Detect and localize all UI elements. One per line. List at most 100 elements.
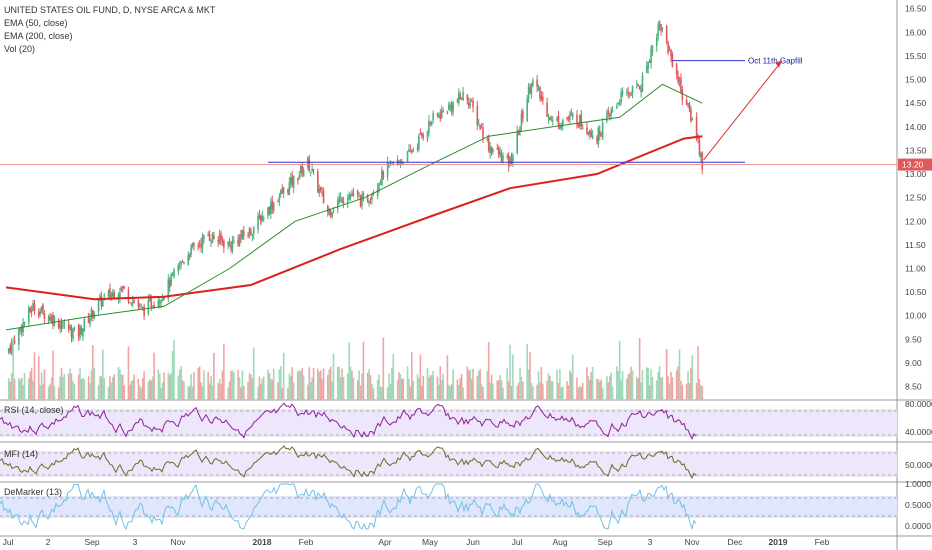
volume-bar bbox=[616, 366, 618, 400]
demarker-pane-label[interactable]: DeMarker (13) bbox=[4, 487, 63, 497]
candle-body bbox=[57, 319, 60, 328]
candle-body bbox=[418, 135, 420, 150]
candle-body bbox=[502, 155, 504, 161]
volume-bar bbox=[160, 387, 163, 400]
volume-bar bbox=[129, 384, 131, 400]
volume-bar bbox=[388, 373, 390, 400]
volume-bar bbox=[18, 378, 20, 400]
time-tick-label: 2 bbox=[46, 537, 51, 547]
price-tick-label: 16.00 bbox=[905, 27, 927, 37]
volume-bar bbox=[382, 337, 385, 400]
candle-body bbox=[10, 341, 13, 355]
candle-body bbox=[546, 102, 548, 117]
candle-body bbox=[408, 149, 410, 152]
volume-bar bbox=[549, 375, 551, 400]
volume-bar bbox=[416, 374, 419, 400]
price-tick-label: 15.00 bbox=[905, 75, 927, 85]
volume-bar bbox=[50, 377, 53, 400]
time-tick-label: Sep bbox=[597, 537, 612, 547]
candle-body bbox=[63, 322, 66, 324]
candle-body bbox=[411, 150, 413, 153]
candle-body bbox=[436, 113, 439, 116]
candle-body bbox=[117, 294, 120, 300]
candle-body bbox=[197, 245, 200, 247]
volume-bar bbox=[111, 377, 114, 400]
candle-body bbox=[416, 146, 419, 150]
volume-bar bbox=[429, 375, 432, 400]
volume-bar bbox=[448, 384, 450, 400]
legend-ema200[interactable]: EMA (200, close) bbox=[4, 31, 73, 41]
mfi-pane-label[interactable]: MFI (14) bbox=[4, 449, 39, 459]
volume-bar bbox=[29, 371, 32, 400]
candle-body bbox=[432, 113, 434, 121]
candle-body bbox=[490, 146, 493, 153]
volume-bar bbox=[529, 352, 531, 400]
volume-bar bbox=[102, 349, 104, 400]
volume-bar bbox=[597, 378, 600, 400]
candle-body bbox=[348, 194, 350, 200]
candle-body bbox=[228, 242, 231, 244]
volume-bar bbox=[452, 369, 454, 400]
time-tick-label: Nov bbox=[684, 537, 700, 547]
volume-bar bbox=[163, 372, 165, 400]
candle-body bbox=[270, 202, 272, 214]
candle-body bbox=[92, 310, 94, 318]
candle-body bbox=[596, 137, 598, 142]
volume-bar bbox=[80, 379, 83, 400]
candle-body bbox=[60, 321, 63, 330]
candle-body bbox=[329, 210, 332, 216]
candle-body bbox=[33, 303, 36, 311]
candle-body bbox=[20, 325, 23, 332]
volume-bar bbox=[33, 352, 36, 400]
volume-bar bbox=[571, 354, 574, 400]
volume-bar bbox=[581, 383, 584, 400]
demarker-band bbox=[0, 496, 897, 518]
volume-bar bbox=[432, 371, 434, 400]
candle-body bbox=[412, 149, 415, 152]
volume-bar bbox=[369, 374, 372, 400]
volume-bar bbox=[213, 352, 215, 400]
volume-bar bbox=[57, 387, 60, 400]
volume-bar bbox=[258, 376, 261, 400]
volume-bar bbox=[459, 378, 462, 400]
volume-bar bbox=[496, 380, 499, 400]
candle-body bbox=[459, 94, 462, 99]
volume-bar bbox=[267, 369, 269, 400]
legend-ema50[interactable]: EMA (50, close) bbox=[4, 18, 68, 28]
volume-bar bbox=[240, 387, 242, 400]
volume-bar bbox=[292, 382, 295, 400]
candle-body bbox=[537, 88, 540, 90]
candle-body bbox=[336, 200, 339, 209]
candle-body bbox=[675, 64, 678, 75]
volume-bar bbox=[198, 366, 201, 400]
candle-body bbox=[8, 348, 10, 354]
candle-body bbox=[133, 301, 135, 303]
volume-bar bbox=[419, 354, 422, 400]
volume-bar bbox=[667, 376, 669, 400]
rsi-pane-label[interactable]: RSI (14, close) bbox=[4, 405, 64, 415]
candle-body bbox=[422, 134, 425, 138]
candle-body bbox=[449, 105, 452, 108]
candle-body bbox=[352, 192, 355, 196]
volume-bar bbox=[40, 372, 43, 400]
volume-bar bbox=[610, 372, 612, 400]
volume-bar bbox=[177, 375, 180, 400]
legend-volume[interactable]: Vol (20) bbox=[4, 44, 36, 54]
time-tick-label: Jul bbox=[3, 537, 14, 547]
volume-bar bbox=[590, 372, 593, 400]
candle-body bbox=[37, 311, 40, 317]
candle-body bbox=[190, 246, 192, 255]
candle-body bbox=[550, 117, 553, 120]
volume-bar bbox=[270, 378, 272, 400]
volume-bar bbox=[201, 385, 204, 400]
candle-body bbox=[167, 279, 170, 299]
volume-bar bbox=[418, 378, 420, 400]
volume-bar bbox=[701, 386, 704, 400]
candle-body bbox=[430, 122, 433, 125]
volume-bar bbox=[379, 386, 382, 400]
candle-body bbox=[688, 103, 691, 110]
volume-bar bbox=[127, 346, 130, 400]
volume-bar bbox=[77, 374, 80, 400]
volume-bar bbox=[640, 382, 642, 400]
